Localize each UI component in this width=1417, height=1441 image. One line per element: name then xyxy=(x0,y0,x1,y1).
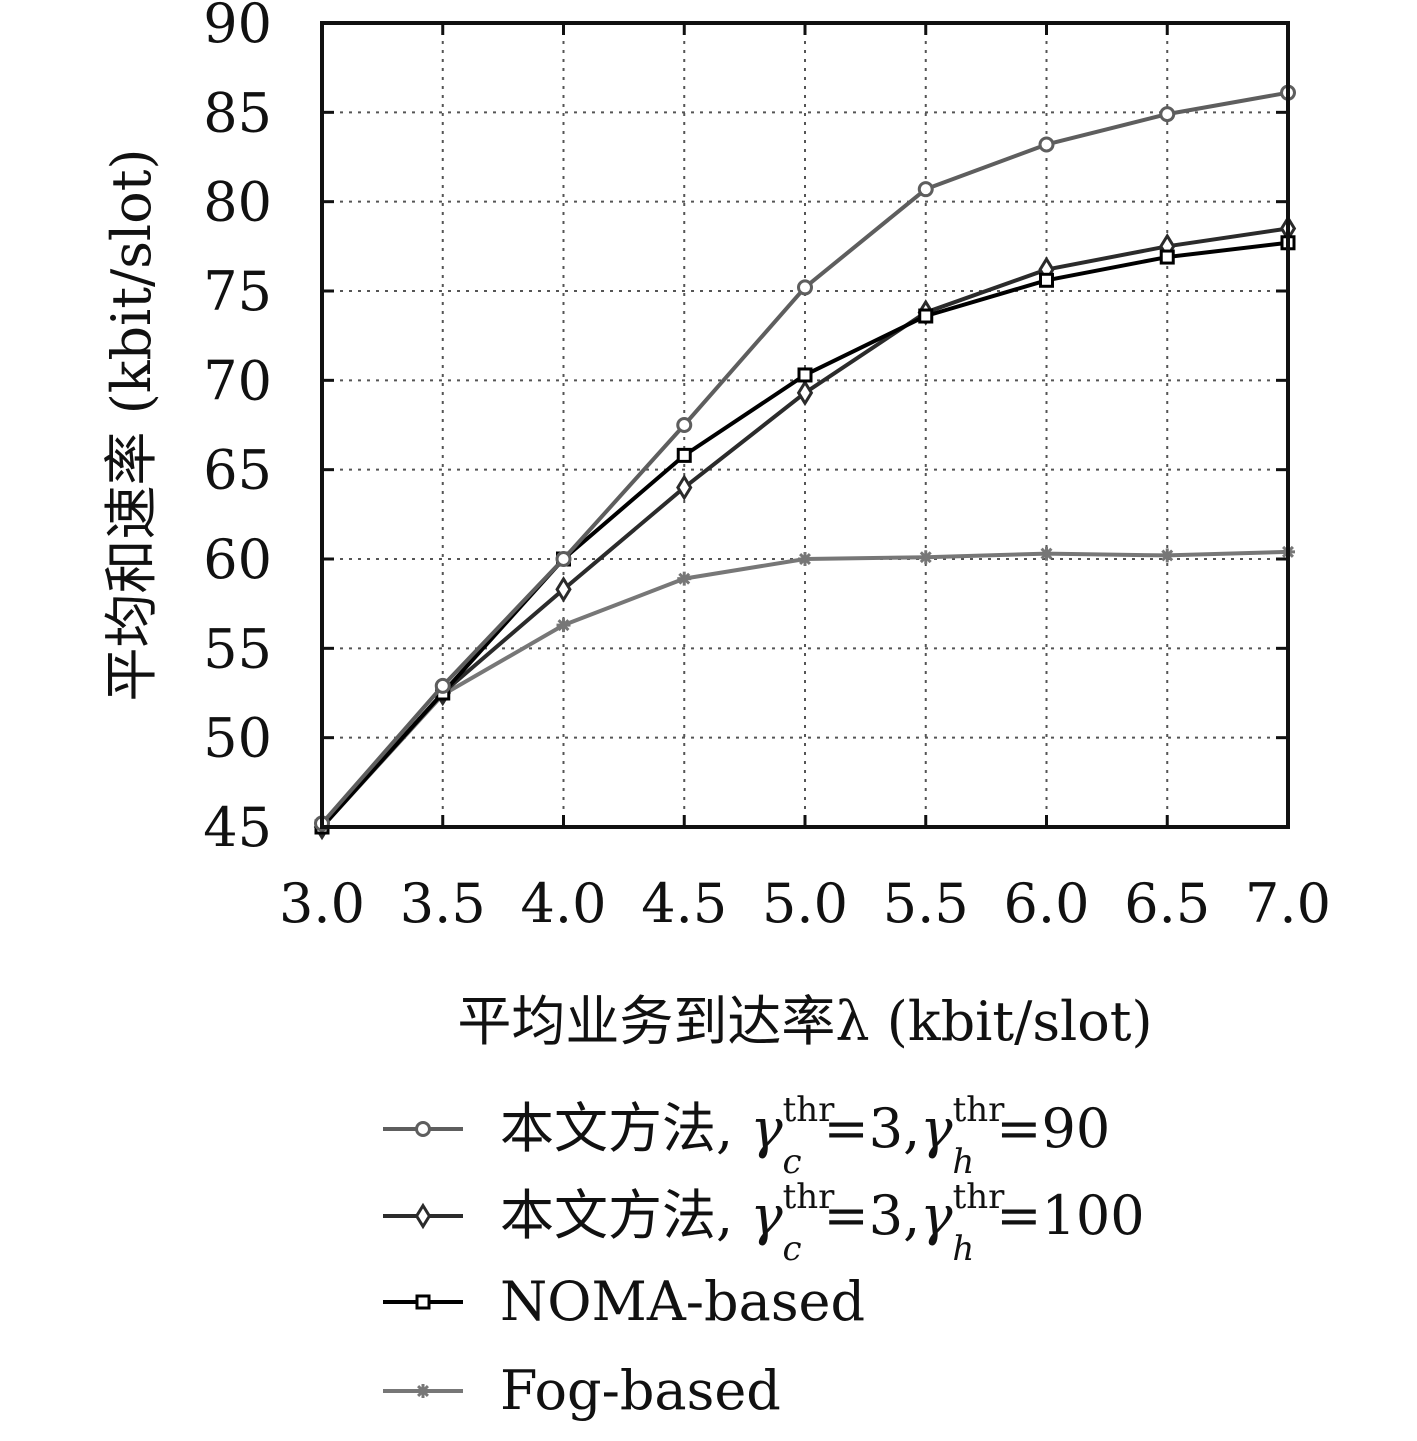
legend-item: 本文方法, γthr c=3,γthr h=100 xyxy=(383,1177,1145,1269)
legend-label: NOMA-based xyxy=(500,1270,865,1333)
y-tick-label: 65 xyxy=(203,439,272,502)
legend-swatch-marker xyxy=(415,1121,431,1137)
x-tick-label: 3.0 xyxy=(279,872,365,935)
legend-item: 本文方法, γthr c=3,γthr h=90 xyxy=(383,1090,1110,1182)
y-axis-title: 平均和速率 (kbit/slot) xyxy=(100,149,163,702)
legend-label: Fog-based xyxy=(500,1359,781,1422)
data-point xyxy=(1039,546,1054,561)
y-tick-label: 70 xyxy=(203,349,272,412)
y-tick-label: 90 xyxy=(203,0,272,55)
data-point xyxy=(1039,272,1054,288)
x-tick-label: 5.5 xyxy=(883,872,969,935)
data-point xyxy=(796,379,814,407)
y-tick-label: 55 xyxy=(203,617,272,680)
data-point xyxy=(798,552,812,566)
data-point xyxy=(1159,249,1175,265)
asterisk-stroke xyxy=(557,619,570,632)
legend-item: NOMA-based xyxy=(383,1270,865,1333)
y-tick-label: 50 xyxy=(203,707,272,770)
data-point xyxy=(434,677,451,694)
tick-marks xyxy=(320,21,1290,829)
asterisk-stroke xyxy=(417,1385,429,1397)
legend-item: Fog-based xyxy=(383,1359,781,1422)
legend-swatch-marker xyxy=(415,1294,431,1310)
data-point xyxy=(1160,548,1175,563)
asterisk-stroke xyxy=(1040,547,1053,560)
asterisk-stroke xyxy=(919,551,932,564)
y-tick-label: 85 xyxy=(203,81,272,144)
data-point xyxy=(556,618,571,633)
x-tick-label: 6.5 xyxy=(1124,872,1210,935)
plot-frame xyxy=(320,21,1290,829)
series-layer xyxy=(313,84,1297,841)
x-tick-label: 4.0 xyxy=(521,872,607,935)
legend-label: 本文方法, γthr c=3,γthr h=100 xyxy=(500,1177,1145,1269)
x-tick-labels: 3.0 3.5 4.0 4.5 5.0 5.5 6.0 6.5 7.0 xyxy=(279,872,1331,935)
grid xyxy=(320,21,1290,829)
y-tick-labels: 45 50 55 60 65 70 75 80 85 90 xyxy=(203,0,272,859)
series-circle xyxy=(314,84,1296,832)
x-tick-label: 7.0 xyxy=(1245,872,1331,935)
x-tick-label: 5.0 xyxy=(762,872,848,935)
legend-label: 本文方法, γthr c=3,γthr h=90 xyxy=(500,1090,1110,1182)
x-tick-label: 3.5 xyxy=(400,872,486,935)
data-point xyxy=(676,417,693,433)
data-point xyxy=(918,550,933,565)
data-point xyxy=(1038,136,1055,153)
data-point xyxy=(797,367,813,383)
data-point xyxy=(918,308,934,324)
y-tick-label: 75 xyxy=(203,260,272,323)
data-point xyxy=(1159,106,1176,123)
data-point xyxy=(555,576,572,603)
asterisk-stroke xyxy=(799,553,811,565)
x-tick-label: 4.5 xyxy=(641,872,727,935)
data-point xyxy=(797,279,813,296)
data-point xyxy=(676,447,692,463)
asterisk-stroke xyxy=(1161,549,1174,562)
data-point xyxy=(676,474,693,501)
y-tick-label: 60 xyxy=(203,528,272,591)
legend-swatch-marker xyxy=(416,1384,430,1398)
y-tick-label: 45 xyxy=(203,796,272,859)
data-point xyxy=(677,571,692,586)
legend-swatch-marker xyxy=(414,1202,432,1230)
data-point xyxy=(555,551,572,567)
x-tick-label: 6.0 xyxy=(1004,872,1090,935)
data-point xyxy=(917,181,934,198)
x-axis-title: 平均业务到达率λ (kbit/slot) xyxy=(457,990,1152,1053)
y-tick-label: 80 xyxy=(203,171,272,234)
asterisk-stroke xyxy=(678,572,691,585)
series-diamond xyxy=(313,215,1297,841)
